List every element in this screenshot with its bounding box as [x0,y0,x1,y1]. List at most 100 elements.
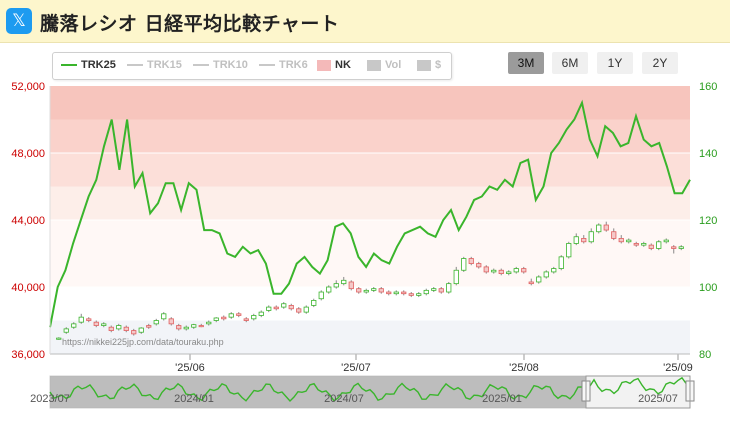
nk-candle-body [588,231,594,243]
nk-candle-body [228,313,234,318]
price-band [50,153,690,187]
nk-candle-body [56,337,62,340]
nk-candle-body [536,276,542,283]
nk-candle-body [221,316,227,320]
nk-candle-body [318,291,324,300]
nk-candle-body [521,268,527,273]
navigator-label: 2025/07 [638,393,678,405]
nk-candle-body [416,293,422,296]
nk-candle-body [108,326,114,331]
right-axis-tick-label: 160 [699,81,717,93]
nk-candle-body [506,271,512,274]
left-axis-tick-label: 36,000 [11,349,45,361]
nk-candle-body [63,328,69,333]
navigator-window [585,375,691,409]
nk-candle-body [423,289,429,295]
legend-item-dollar[interactable]: $ [417,59,441,71]
nk-candle-body [303,306,309,313]
nk-candle-body [551,268,557,273]
navigator-label: 2025/01 [482,393,522,405]
legend-label: TRK6 [279,59,308,71]
nk-candle-body [663,239,669,243]
nk-candle-body [266,306,272,311]
nk-candle-body [566,243,572,258]
navigator-label: 2024/07 [324,393,364,405]
nk-candle-body [281,303,287,308]
nk-candle-body [558,256,564,269]
x-axis-tick-label: '25/08 [509,362,539,374]
nk-candle-body [101,323,107,326]
legend-item-trk25[interactable]: TRK25 [61,59,116,71]
price-band [50,186,690,220]
nk-candle-body [371,288,377,291]
nk-candle-body [498,269,504,274]
nk-candle-body [543,271,549,278]
nk-candle-body [573,236,579,244]
nk-candle-body [78,316,84,323]
legend-item-trk6[interactable]: TRK6 [259,59,308,71]
legend-swatch-icon [317,59,331,71]
x-axis-tick-label: '25/07 [341,362,371,374]
nk-candle-body [153,320,159,325]
nk-candle-body [198,325,204,328]
right-axis-tick-label: 120 [699,215,717,227]
right-axis-tick-label: 140 [699,148,717,160]
nk-candle-body [438,288,444,293]
legend-item-trk10[interactable]: TRK10 [193,59,248,71]
legend-item-nk[interactable]: NK [317,59,351,71]
legend-label: TRK15 [147,59,182,71]
legend-line-icon [193,64,209,67]
x-logo-icon[interactable]: 𝕏 [6,8,32,34]
legend-line-icon [61,64,77,67]
nk-candle-body [581,238,587,243]
nk-candle-body [596,224,602,233]
nk-candle-body [288,305,294,310]
nk-candle-body [176,325,182,330]
nk-candle-body [401,291,407,295]
nk-candle-body [131,330,137,335]
range-button-1y[interactable]: 1Y [597,52,633,74]
nk-candle-body [243,318,249,321]
legend-swatch-icon [417,59,431,71]
legend-label: NK [335,59,351,71]
nk-candle-body [206,321,212,325]
range-button-6m[interactable]: 6M [552,52,588,74]
navigator-label: 2023/07 [30,393,70,405]
nk-candle-body [446,283,452,293]
nk-candle-body [273,306,279,310]
nk-candle-body [86,318,92,321]
legend-label: $ [435,59,442,71]
nk-candle-body [641,243,647,246]
range-button-3m[interactable]: 3M [508,52,544,74]
nk-candle-body [453,269,459,285]
trk25-series-line [49,99,691,328]
legend-swatch-icon [367,59,381,71]
nk-candle-body [93,321,99,326]
price-band [50,86,690,120]
page-title: 騰落レシオ 日経平均比較チャート [40,13,340,35]
chart-legend: TRK25 TRK15 TRK10 TRK6 NK Vol $ [52,52,452,80]
nk-candle-body [393,291,399,295]
left-axis-tick-label: 40,000 [11,282,45,294]
nk-candle-body [671,246,677,249]
nk-candle-body [603,224,609,231]
nk-candle-body [408,293,414,296]
nk-candle-body [123,326,129,331]
title-bar: 𝕏 騰落レシオ 日経平均比較チャート [0,0,730,43]
navigator-label: 2024/01 [174,393,214,405]
range-button-2y[interactable]: 2Y [642,52,678,74]
nk-candle-body [633,243,639,246]
nk-candle-body [431,288,437,291]
nk-candle-body [513,268,519,273]
legend-label: Vol [385,59,402,71]
nk-candle-body [468,258,474,264]
legend-label: TRK25 [81,59,116,71]
nk-candle-body [356,288,362,293]
price-band [50,119,690,153]
legend-item-vol[interactable]: Vol [367,59,401,71]
nk-candle-body [311,299,317,306]
nk-candle-body [71,323,77,328]
price-band [50,320,690,354]
legend-item-trk15[interactable]: TRK15 [127,59,182,71]
